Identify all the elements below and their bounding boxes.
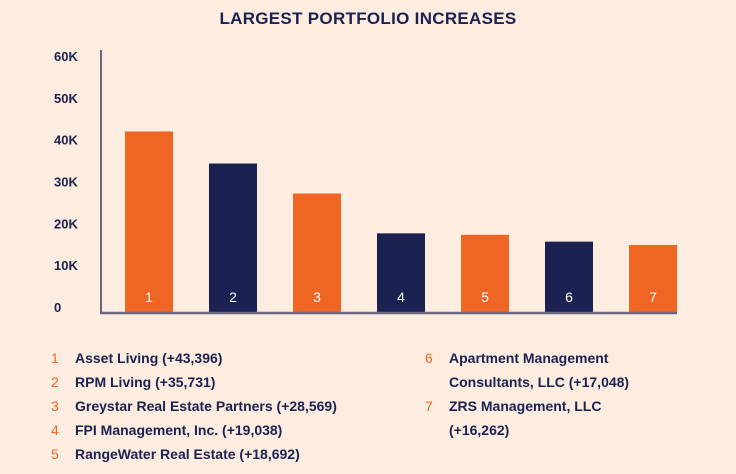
legend-item: 4 FPI Management, Inc. (+19,038)	[51, 418, 337, 442]
legend-item: 6 Apartment Management Consultants, LLC (…	[425, 346, 655, 394]
bar-number-label: 7	[649, 289, 657, 305]
legend-number: 4	[51, 422, 59, 438]
legend-number: 1	[51, 350, 59, 366]
y-tick-label: 60K	[54, 49, 78, 64]
bar-6	[545, 241, 593, 313]
bar-4	[377, 233, 425, 313]
legend-text: RPM Living (+35,731)	[75, 374, 216, 390]
bar-2	[209, 163, 257, 313]
legend-number: 6	[425, 350, 433, 366]
legend-text: FPI Management, Inc. (+19,038)	[75, 422, 283, 438]
legend-left: 1 Asset Living (+43,396) 2 RPM Living (+35,…	[51, 346, 337, 466]
bar-number-label: 4	[397, 289, 405, 305]
y-tick-label: 50K	[54, 91, 78, 106]
bar-1	[125, 131, 173, 313]
legend-number: 3	[51, 398, 59, 414]
bars: 1 2 3 4 5 6 7	[125, 131, 677, 313]
legend-number: 5	[51, 446, 59, 462]
bar-number-label: 6	[565, 289, 573, 305]
y-tick-label: 20K	[54, 216, 78, 231]
legend-item: 1 Asset Living (+43,396)	[51, 346, 337, 370]
bar-number-label: 5	[481, 289, 489, 305]
legend-text: Apartment Management Consultants, LLC (+…	[449, 350, 630, 390]
bar-number-label: 1	[145, 289, 153, 305]
bar-5	[461, 234, 509, 313]
bar-3	[293, 193, 341, 313]
legend-item: 2 RPM Living (+35,731)	[51, 370, 337, 394]
y-tick-label: 0	[54, 300, 61, 315]
y-axis-ticks: 0 10K 20K 30K 40K 50K 60K	[54, 49, 78, 315]
legend-number: 7	[425, 398, 433, 414]
bar-number-label: 2	[229, 289, 237, 305]
legend-item: 3 Greystar Real Estate Partners (+28,569)	[51, 394, 337, 418]
legend-text: Asset Living (+43,396)	[75, 350, 223, 366]
y-tick-label: 10K	[54, 258, 78, 273]
legend-text: ZRS Management, LLC (+16,262)	[449, 398, 602, 438]
y-tick-label: 30K	[54, 175, 78, 190]
legend-item: 5 RangeWater Real Estate (+18,692)	[51, 442, 337, 466]
y-tick-label: 40K	[54, 133, 78, 148]
legend-right: 6 Apartment Management Consultants, LLC (…	[425, 346, 655, 442]
chart-title: LARGEST PORTFOLIO INCREASES	[219, 9, 517, 28]
bar-7	[629, 244, 677, 313]
legend-text: Greystar Real Estate Partners (+28,569)	[75, 398, 337, 414]
bar-number-label: 3	[313, 289, 321, 305]
legend-item: 7 ZRS Management, LLC (+16,262)	[425, 394, 655, 442]
bar-chart: 0 10K 20K 30K 40K 50K 60K 1 2 3 4 5 6 7	[54, 49, 677, 315]
legend-number: 2	[51, 374, 59, 390]
legend-text: RangeWater Real Estate (+18,692)	[75, 446, 300, 462]
